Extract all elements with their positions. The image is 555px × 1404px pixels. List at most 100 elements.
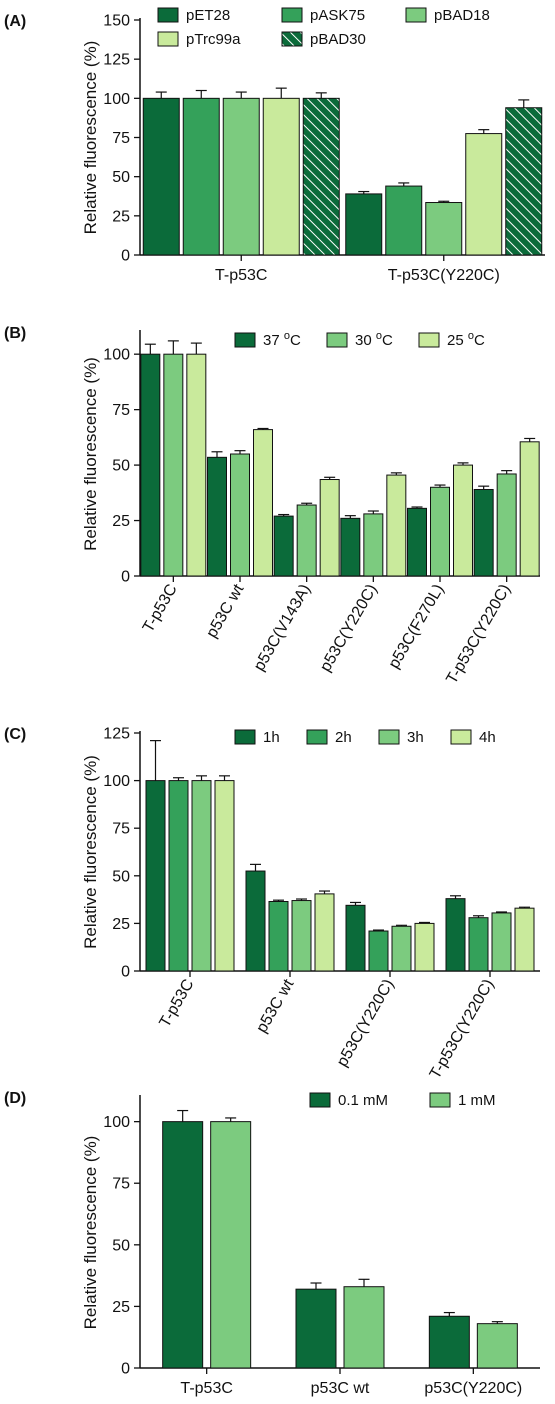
degree-sign: o xyxy=(284,330,290,342)
x-tick-label: p53C(F270L) xyxy=(386,582,448,672)
bar xyxy=(505,107,543,256)
y-axis-title: Relative fluorescence (%) xyxy=(81,357,100,551)
legend-label: pTrc99a xyxy=(186,31,241,48)
bar xyxy=(314,893,335,972)
legend-swatch xyxy=(157,7,179,23)
bar xyxy=(343,1286,385,1369)
bar xyxy=(428,1315,470,1369)
x-tick-label: T-p53C xyxy=(157,977,198,1031)
bar xyxy=(340,517,361,577)
legend-swatch xyxy=(281,31,303,47)
x-tick-label: T-p53C xyxy=(140,582,181,636)
bar xyxy=(162,1121,204,1369)
bar xyxy=(268,901,289,972)
y-tick-label: 75 xyxy=(112,130,130,147)
bar xyxy=(386,474,407,577)
panel-label: (D) xyxy=(4,1090,26,1107)
y-tick-label: 25 xyxy=(112,1299,130,1316)
bar xyxy=(345,904,366,972)
bar xyxy=(363,513,384,577)
y-tick-label: 0 xyxy=(121,248,130,265)
bar xyxy=(473,488,494,577)
y-tick-label: 75 xyxy=(112,821,130,838)
legend-label: pET28 xyxy=(186,7,230,24)
bar xyxy=(163,353,184,577)
bar xyxy=(296,504,317,577)
y-tick-label: 100 xyxy=(103,773,130,790)
bar xyxy=(273,515,294,577)
bar xyxy=(182,97,220,256)
legend-label: 1h xyxy=(263,729,280,746)
y-tick-label: 25 xyxy=(112,513,130,530)
bar xyxy=(491,912,512,972)
y-tick-label: 100 xyxy=(103,1114,130,1131)
legend-swatch xyxy=(378,729,400,745)
x-tick-label: p53C wt xyxy=(253,976,297,1036)
bar xyxy=(186,353,207,577)
y-tick-label: 0 xyxy=(121,569,130,586)
y-tick-label: 100 xyxy=(103,347,130,364)
bar xyxy=(222,97,260,256)
bar xyxy=(496,473,517,577)
legend-label: 1 mM xyxy=(458,1092,496,1109)
legend-swatch xyxy=(306,729,328,745)
legend-label: 0.1 mM xyxy=(338,1092,388,1109)
panel-label: (A) xyxy=(4,13,26,30)
bar xyxy=(214,780,235,972)
legend-label: 30 oC xyxy=(355,330,393,349)
bar xyxy=(295,1288,337,1369)
legend-swatch xyxy=(281,7,303,23)
legend-swatch xyxy=(405,7,427,23)
bar xyxy=(345,193,383,256)
bar xyxy=(453,464,473,577)
panel-label: (C) xyxy=(4,726,26,743)
x-tick-label: T-p53C(Y220C) xyxy=(443,582,514,688)
x-tick-label: p53C(Y220C) xyxy=(334,977,398,1070)
y-tick-label: 125 xyxy=(103,726,130,743)
legend-swatch xyxy=(418,332,440,348)
y-tick-label: 150 xyxy=(103,13,130,30)
legend-swatch xyxy=(157,31,179,47)
x-tick-label: T-p53C(Y220C) xyxy=(388,267,500,284)
bar xyxy=(245,870,266,972)
y-tick-label: 50 xyxy=(112,1237,130,1254)
legend-swatch xyxy=(309,1092,331,1108)
x-tick-label: p53C(Y220C) xyxy=(424,1380,522,1397)
legend-label: 37 oC xyxy=(263,330,301,349)
x-tick-label: p53C(V143A) xyxy=(251,582,314,674)
y-tick-label: 50 xyxy=(112,169,130,186)
x-tick-label: T-p53C(Y220C) xyxy=(427,977,498,1083)
bar xyxy=(385,185,423,256)
unit-label: C xyxy=(290,332,301,349)
x-tick-label: p53C(Y220C) xyxy=(317,582,381,675)
bar xyxy=(514,907,535,972)
y-axis-title: Relative fluorescence (%) xyxy=(81,1136,100,1330)
y-tick-label: 0 xyxy=(121,1361,130,1378)
chart-panel-b: (B) Relative fluorescence (%) 0 25 50 75 100 T-… xyxy=(4,325,540,687)
bar xyxy=(142,97,180,256)
bar xyxy=(468,917,489,972)
bar xyxy=(430,486,450,577)
x-tick-label: T-p53C xyxy=(215,267,267,284)
bar xyxy=(445,898,466,972)
bar xyxy=(319,479,340,577)
panel-label: (B) xyxy=(4,325,26,342)
bar xyxy=(230,453,250,577)
bar xyxy=(465,133,503,256)
bar xyxy=(414,922,435,972)
bar xyxy=(391,925,412,972)
bar xyxy=(262,97,300,256)
legend-label: 2h xyxy=(335,729,352,746)
y-axis-title: Relative fluorescence (%) xyxy=(81,755,100,949)
bar xyxy=(207,456,227,577)
bar xyxy=(168,780,189,972)
bar xyxy=(476,1323,518,1369)
y-axis-title: Relative fluorescence (%) xyxy=(81,41,100,235)
chart-panel-c: (C) Relative fluorescence (%) 0 25 50 75 100 12… xyxy=(4,726,540,1082)
unit-label: C xyxy=(474,332,485,349)
legend-label: 25 oC xyxy=(447,330,485,349)
legend-swatch xyxy=(234,332,256,348)
y-tick-label: 25 xyxy=(112,916,130,933)
legend-swatch xyxy=(326,332,348,348)
